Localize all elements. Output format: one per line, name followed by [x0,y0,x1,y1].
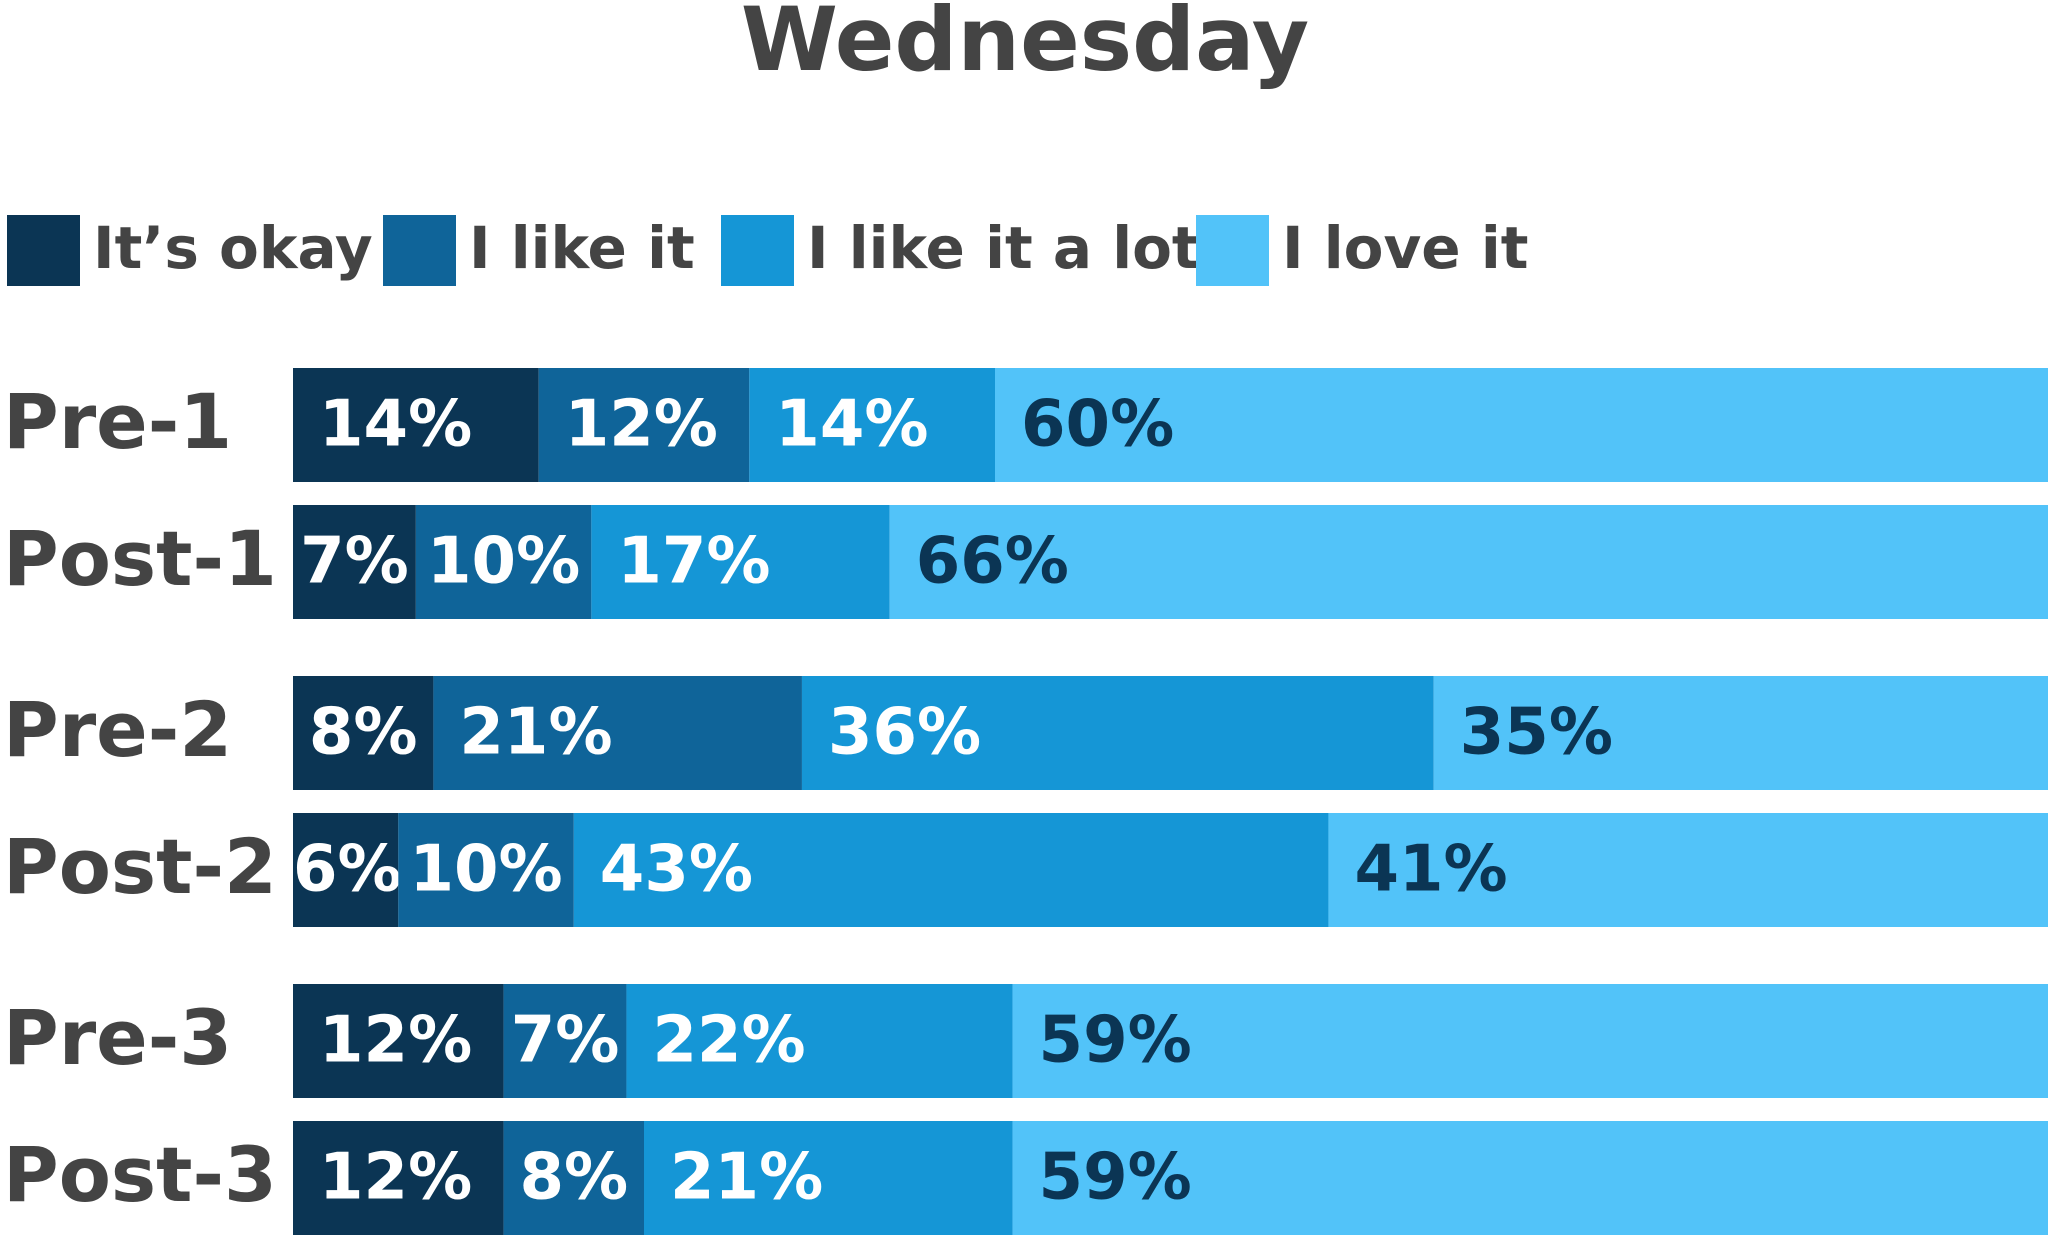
bar-segment [749,368,995,482]
data-label: 22% [652,1004,805,1078]
data-label: 60% [1021,388,1174,462]
data-label: 66% [916,525,1069,599]
data-label: 12% [565,388,718,462]
data-label: 21% [459,696,612,770]
data-label: 59% [1039,1141,1192,1215]
legend-swatch [383,215,456,286]
data-label: 43% [600,833,753,907]
data-label: 14% [775,388,928,462]
bar-segment [415,505,592,619]
bar-segment [1012,984,2048,1098]
data-label: 8% [309,696,418,770]
bar-segment [1433,676,2048,790]
data-label: 12% [319,1004,472,1078]
bar-segment [433,676,802,790]
category-label: Pre-3 [3,993,232,1082]
bar-segment [503,984,627,1098]
bar-segment [293,984,504,1098]
category-label: Pre-2 [3,685,232,774]
data-label: 36% [828,696,981,770]
legend-label: I like it a lot [807,214,1200,282]
category-label: Post-2 [3,822,277,911]
data-label: 10% [409,833,562,907]
bar-segment [1012,1121,2048,1235]
bar-segment [538,368,750,482]
data-label: 41% [1354,833,1507,907]
bar-segment [293,676,434,790]
legend-label: It’s okay [93,214,373,282]
bar-segment [801,676,1434,790]
bar-segment [591,505,890,619]
category-label: Pre-1 [3,377,232,466]
data-label: 14% [319,388,472,462]
bar-segment [995,368,2048,482]
legend-swatch [7,215,80,286]
bar-segment [889,505,2048,619]
bar-segment [503,1121,644,1235]
data-label: 59% [1039,1004,1192,1078]
bar-segment [626,984,1013,1098]
legend-label: I like it [469,214,695,282]
data-label: 6% [293,833,402,907]
bar-segment [293,505,416,619]
legend-swatch [721,215,794,286]
data-label: 21% [670,1141,823,1215]
data-label: 35% [1460,696,1613,770]
data-label: 17% [617,525,770,599]
bar-segment [293,368,539,482]
legend-swatch [1196,215,1269,286]
bar-segment [293,1121,504,1235]
chart-title: Wednesday [741,0,1309,91]
bar-segment [398,813,574,927]
data-label: 8% [519,1141,628,1215]
bar-segment [573,813,1329,927]
legend-label: I love it [1282,214,1528,282]
data-label: 12% [319,1141,472,1215]
data-label: 7% [511,1004,620,1078]
bar-segment [644,1121,1013,1235]
data-label: 10% [427,525,580,599]
category-label: Post-3 [3,1130,277,1219]
bar-segment [1328,813,2048,927]
category-label: Post-1 [3,514,277,603]
data-label: 7% [300,525,409,599]
bar-segment [293,813,399,927]
